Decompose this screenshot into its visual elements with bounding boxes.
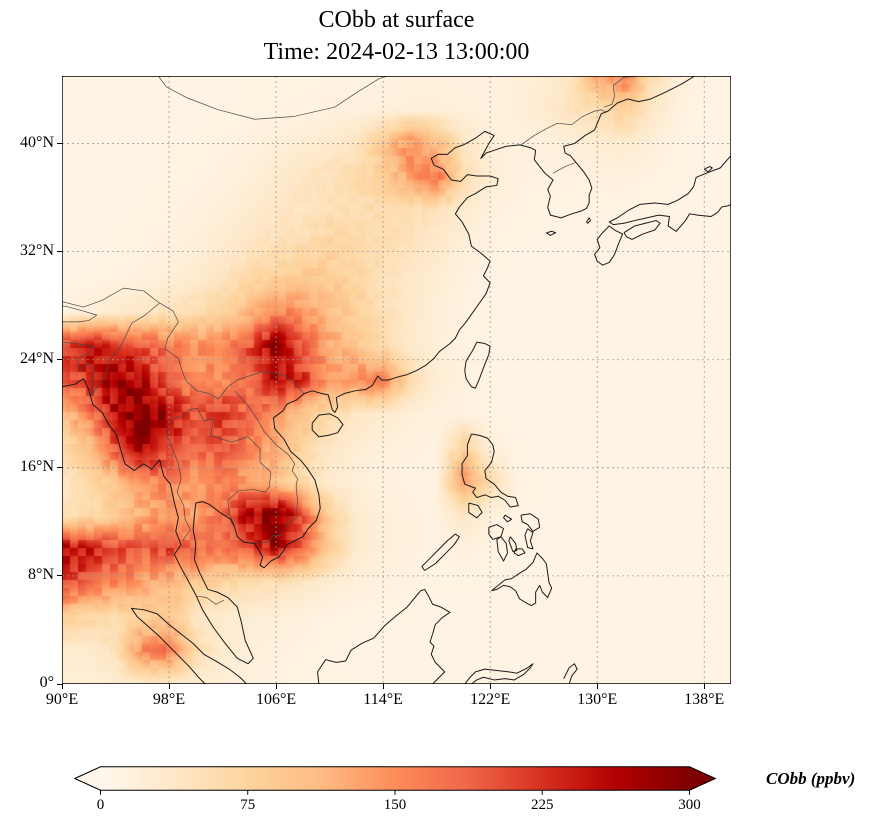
y-tick-mark: [57, 467, 62, 469]
country-border: [604, 76, 639, 107]
coastline: [465, 342, 490, 388]
coastline: [609, 149, 731, 231]
country-border: [62, 288, 160, 307]
coastline: [465, 664, 533, 684]
chart-title-line2: Time: 2024-02-13 13:00:00: [263, 39, 530, 66]
coastline: [624, 221, 660, 240]
coastline: [525, 529, 533, 549]
colorbar-tick-label: 75: [240, 797, 256, 813]
x-tick-mark: [703, 684, 705, 689]
x-tick-label: 138°E: [684, 691, 725, 708]
coastline: [469, 503, 482, 518]
x-tick-label: 114°E: [363, 691, 403, 708]
y-tick-label: 40°N: [20, 133, 54, 151]
coastline: [491, 553, 551, 606]
x-tick-label: 98°E: [152, 691, 186, 708]
coastline: [497, 537, 508, 561]
colorbar-tick-label: 300: [678, 797, 701, 813]
coastline: [132, 608, 247, 684]
country-border: [160, 303, 219, 399]
country-border: [228, 487, 269, 526]
chart-title-line1: CObb at surface: [318, 7, 475, 33]
country-border: [91, 303, 159, 396]
coastline: [422, 534, 459, 570]
colorbar: [74, 766, 717, 795]
y-tick-label: 24°N: [20, 349, 54, 367]
country-border: [158, 76, 387, 119]
coastline: [514, 549, 525, 556]
country-border: [553, 162, 576, 173]
x-tick-mark: [168, 684, 170, 689]
country-border: [255, 485, 298, 543]
y-tick-label: 16°N: [20, 457, 54, 475]
coastline: [521, 514, 540, 532]
country-border: [235, 391, 298, 486]
country-border: [62, 306, 97, 322]
coastline: [595, 226, 623, 265]
x-tick-label: 106°E: [256, 691, 297, 708]
x-tick-mark: [275, 684, 277, 689]
coastline: [564, 664, 577, 684]
y-tick-mark: [57, 143, 62, 145]
x-tick-label: 90°E: [45, 691, 79, 708]
x-tick-label: 130°E: [577, 691, 618, 708]
chart-title: CObb at surface Time: 2024-02-13 13:00:0…: [62, 4, 731, 69]
country-border: [197, 408, 271, 486]
coastline: [586, 218, 590, 223]
x-tick-label: 122°E: [470, 691, 511, 708]
country-border: [197, 596, 224, 604]
x-tick-mark: [382, 684, 384, 689]
coastline: [312, 414, 343, 437]
colorbar-gradient: [100, 766, 690, 791]
y-tick-mark: [57, 251, 62, 253]
coastline: [704, 167, 712, 172]
y-tick-label: 32°N: [20, 241, 54, 259]
y-tick-label: 8°N: [28, 565, 54, 583]
country-border: [62, 342, 94, 396]
x-tick-mark: [61, 684, 63, 689]
coastline: [504, 515, 512, 522]
country-border: [219, 372, 305, 399]
y-tick-label: 0°: [39, 674, 54, 691]
map-overlay-svg: [62, 76, 731, 684]
y-tick-mark: [57, 683, 62, 685]
x-tick-mark: [489, 684, 491, 689]
coastline: [318, 589, 450, 684]
colorbar-over-arrow: [689, 766, 716, 791]
coastline: [462, 434, 518, 507]
country-border: [521, 110, 607, 145]
axes-frame: [62, 76, 731, 684]
coastline: [62, 76, 695, 664]
heatmap-canvas: [62, 76, 731, 684]
x-tick-mark: [596, 684, 598, 689]
colorbar-tick-label: 150: [383, 797, 407, 813]
coastline: [546, 231, 555, 235]
country-border: [166, 408, 197, 540]
colorbar-label: CObb (ppbv): [766, 769, 856, 788]
y-tick-mark: [57, 359, 62, 361]
y-tick-mark: [57, 575, 62, 577]
colorbar-under-arrow: [74, 766, 101, 791]
colorbar-tick-label: 225: [531, 797, 554, 813]
map-plot-area: [62, 76, 731, 684]
colorbar-tick-label: 0: [96, 797, 105, 813]
